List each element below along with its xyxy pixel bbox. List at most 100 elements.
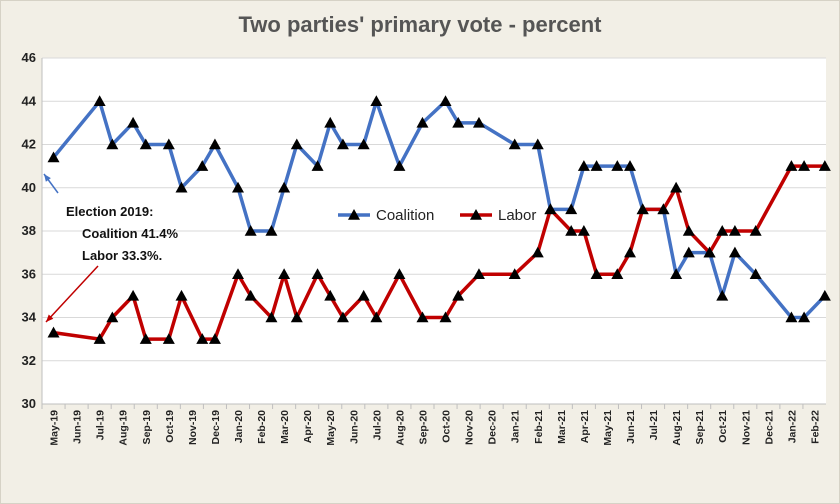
- coalition-data-point: [265, 225, 278, 236]
- coalition-data-point: [393, 160, 406, 171]
- labor-data-point: [278, 268, 291, 280]
- labor-data-point: [290, 311, 303, 323]
- x-tick-label: May-19: [49, 410, 61, 446]
- coalition-data-point: [324, 116, 337, 128]
- y-tick-label: 38: [22, 223, 36, 238]
- coalition-data-point: [472, 116, 485, 128]
- coalition-data-point: [728, 246, 741, 258]
- x-tick-label: Jan-22: [786, 410, 798, 443]
- labor-data-point: [728, 225, 741, 236]
- labor-data-point: [47, 326, 60, 338]
- x-tick-label: Jan-20: [233, 410, 245, 443]
- x-tick-label: Dec-21: [763, 410, 775, 445]
- labor-data-point: [439, 311, 452, 323]
- coalition-data-point: [785, 311, 798, 323]
- labor-data-point: [818, 160, 831, 171]
- labor-data-point: [162, 333, 175, 344]
- x-tick-label: Apr-20: [302, 410, 314, 443]
- coalition-data-point: [290, 138, 303, 150]
- coalition-data-point: [357, 138, 370, 150]
- labor-data-point: [544, 203, 557, 215]
- chart-title: Two parties' primary vote - percent: [238, 12, 602, 37]
- annotation-text: Election 2019:: [66, 204, 153, 219]
- coalition-data-point: [175, 181, 188, 193]
- labor-data-point: [703, 246, 716, 258]
- coalition-data-point: [716, 289, 729, 301]
- annotation-text: Coalition 41.4%: [82, 226, 179, 241]
- coalition-annotation-arrow-head: [44, 174, 51, 182]
- x-tick-label: Aug-19: [118, 410, 130, 446]
- coalition-data-point: [232, 181, 244, 193]
- x-tick-label: Sep-21: [694, 410, 706, 445]
- coalition-data-point: [93, 95, 106, 107]
- coalition-data-point: [127, 116, 140, 128]
- x-tick-label: Jan-21: [510, 410, 522, 443]
- x-tick-label: Feb-20: [256, 410, 268, 444]
- x-tick-label: Feb-22: [809, 410, 821, 444]
- x-tick-label: Mar-20: [279, 410, 291, 444]
- y-tick-label: 46: [22, 50, 36, 65]
- labor-data-point: [636, 203, 649, 215]
- labor-data-point: [611, 268, 624, 280]
- x-tick-label: Nov-19: [187, 410, 199, 445]
- x-tick-label: Nov-21: [740, 410, 752, 445]
- x-tick-label: Sep-19: [141, 410, 153, 445]
- labor-data-point: [798, 160, 811, 171]
- coalition-data-point: [416, 116, 429, 128]
- coalition-data-point: [196, 160, 209, 171]
- y-tick-label: 42: [22, 137, 36, 152]
- coalition-data-point: [452, 116, 465, 128]
- labor-data-point: [590, 268, 603, 280]
- coalition-data-point: [565, 203, 578, 215]
- coalition-data-point: [47, 151, 60, 163]
- labor-data-point: [336, 311, 349, 323]
- coalition-data-point: [798, 311, 811, 323]
- labor-data-point: [196, 333, 209, 344]
- labor-data-point: [716, 225, 729, 236]
- x-tick-label: Apr-21: [579, 410, 591, 443]
- x-tick-label: Jul-21: [648, 410, 660, 441]
- labor-data-point: [670, 181, 683, 193]
- labor-data-point: [232, 268, 244, 280]
- y-tick-label: 34: [22, 310, 37, 325]
- x-tick-label: May-20: [325, 410, 337, 446]
- coalition-data-point: [531, 138, 544, 150]
- x-tick-label: Feb-21: [533, 410, 545, 444]
- labor-data-point: [106, 311, 119, 323]
- x-tick-label: Oct-19: [164, 410, 176, 443]
- x-tick-label: Mar-21: [556, 410, 568, 444]
- annotation-text: Labor 33.3%.: [82, 248, 162, 263]
- y-tick-label: 30: [22, 396, 36, 411]
- labor-data-point: [624, 246, 636, 258]
- coalition-data-point: [439, 95, 452, 107]
- coalition-data-point: [208, 138, 221, 150]
- coalition-data-point: [311, 160, 324, 171]
- coalition-data-point: [106, 138, 119, 150]
- labor-data-point: [175, 289, 188, 301]
- coalition-data-point: [278, 181, 291, 193]
- labor-data-point: [565, 225, 578, 236]
- labor-data-point: [416, 311, 429, 323]
- x-tick-label: Jul-19: [95, 410, 107, 441]
- labor-data-point: [577, 225, 590, 236]
- coalition-data-point: [162, 138, 175, 150]
- coalition-data-point: [370, 95, 383, 107]
- labor-data-point: [93, 333, 106, 344]
- x-tick-label: Aug-20: [394, 410, 406, 446]
- x-tick-label: Dec-19: [210, 410, 222, 445]
- labor-data-point: [393, 268, 406, 280]
- labor-data-point: [244, 289, 257, 301]
- labor-data-point: [324, 289, 337, 301]
- coalition-data-point: [139, 138, 152, 150]
- coalition-data-point: [611, 160, 624, 171]
- coalition-data-point: [624, 160, 636, 171]
- labor-data-point: [127, 289, 140, 301]
- x-tick-label: Aug-21: [671, 410, 683, 446]
- x-tick-label: Dec-20: [487, 410, 499, 445]
- labor-data-point: [265, 311, 278, 323]
- y-tick-label: 40: [22, 180, 36, 195]
- x-tick-label: May-21: [602, 410, 614, 446]
- x-tick-label: Jul-20: [371, 410, 383, 441]
- labor-data-point: [472, 268, 485, 280]
- x-tick-label: Jun-19: [72, 410, 84, 444]
